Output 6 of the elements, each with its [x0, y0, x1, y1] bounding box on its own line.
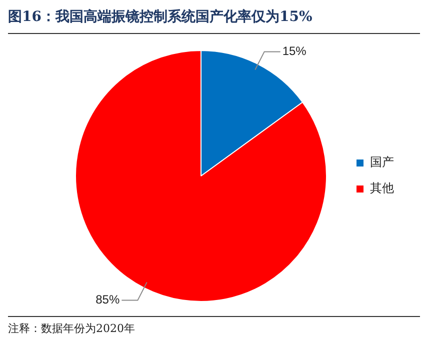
text: 注释：数据年份为2020年	[8, 322, 136, 336]
data-label: 15%	[282, 44, 307, 58]
chart-title: 图16：我国高端振镜控制系统国产化率仅为15%	[8, 8, 312, 26]
legend-label: 其他	[370, 181, 394, 196]
data-label: 85%	[96, 292, 120, 307]
legend-label: 国产	[370, 155, 394, 170]
